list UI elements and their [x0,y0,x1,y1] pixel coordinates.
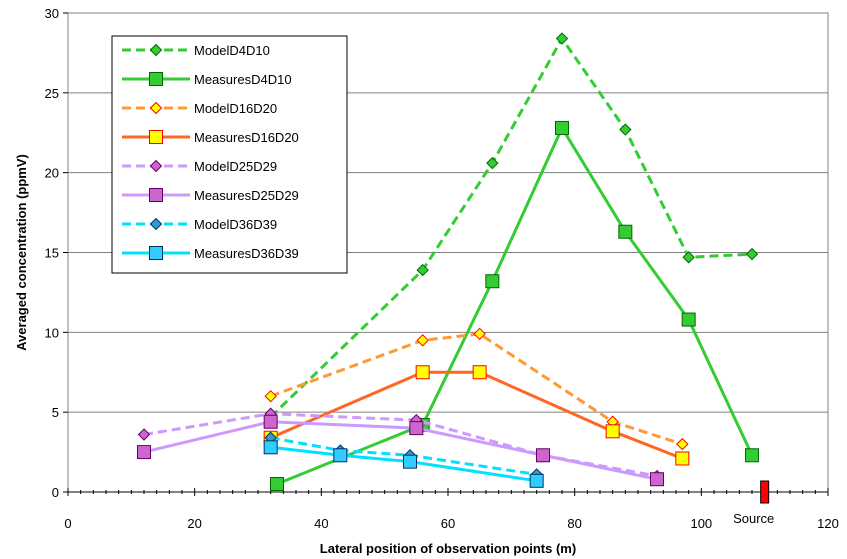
y-axis-title: Averaged concentration (ppmV) [14,154,29,351]
point-ModelD16D20-2 [473,327,486,341]
y-tick-label-15: 15 [45,246,59,261]
point-MeasuresD25D29-2 [409,421,424,436]
series-MeasuresD25D29 [137,414,664,487]
series-MeasuresD36D39 [263,440,544,488]
legend-entry-MeasuresD16D20: MeasuresD16D20 [122,130,299,145]
legend-entry-ModelD36D39: ModelD36D39 [122,217,277,232]
source-marker [760,480,770,504]
point-ModelD16D20-0 [264,389,277,403]
point-ModelD4D10-3 [555,32,569,45]
x-tick-label-20: 20 [187,516,201,531]
x-tick-label-100: 100 [690,516,712,531]
point-MeasuresD25D29-4 [650,472,664,487]
legend-entry-ModelD16D20: ModelD16D20 [122,101,277,116]
x-tick-label-60: 60 [441,516,455,531]
series-line-ModelD36D39 [270,436,537,476]
point-MeasuresD36D39-3 [529,473,544,488]
legend-label-ModelD25D29: ModelD25D29 [194,159,277,174]
legend-label-MeasuresD4D10: MeasuresD4D10 [194,72,292,87]
point-MeasuresD36D39-0 [263,440,278,455]
point-ModelD4D10-2 [486,156,499,170]
point-MeasuresD16D20-2 [472,365,487,380]
y-tick-label-25: 25 [45,86,59,101]
legend-label-ModelD4D10: ModelD4D10 [194,43,270,58]
point-MeasuresD25D29-1 [263,414,278,429]
y-tick-label-0: 0 [52,485,59,500]
point-MeasuresD4D10-5 [681,312,696,327]
legend-label-MeasuresD25D29: MeasuresD25D29 [194,188,299,203]
legend-entry-MeasuresD4D10: MeasuresD4D10 [122,72,292,87]
x-tick-label-120: 120 [817,516,839,531]
point-MeasuresD4D10-6 [745,448,759,463]
point-ModelD16D20-4 [676,437,689,451]
point-MeasuresD16D20-3 [605,424,620,439]
point-ModelD4D10-5 [682,251,695,264]
legend-label-ModelD16D20: ModelD16D20 [194,101,277,116]
legend-marker-MeasuresD36D39 [149,246,163,260]
y-tick-label-30: 30 [45,6,59,21]
y-tick-label-5: 5 [52,405,59,420]
legend-marker-MeasuresD25D29 [149,188,163,202]
legend-label-ModelD36D39: ModelD36D39 [194,217,277,232]
legend-entry-MeasuresD25D29: MeasuresD25D29 [122,188,299,203]
point-MeasuresD4D10-3 [555,120,569,135]
x-tick-label-40: 40 [314,516,328,531]
x-tick-label-80: 80 [567,516,581,531]
point-MeasuresD4D10-0 [270,477,284,492]
x-axis-title: Lateral position of observation points (… [320,541,576,556]
series-line-MeasuresD36D39 [270,445,537,483]
point-MeasuresD4D10-4 [618,224,633,239]
legend-marker-ModelD25D29 [149,159,163,173]
legend-marker-MeasuresD4D10 [149,72,163,86]
legend-marker-ModelD4D10 [149,43,163,57]
point-MeasuresD16D20-4 [675,451,690,466]
series-ModelD16D20 [264,327,689,451]
point-ModelD4D10-4 [619,123,632,136]
legend-label-MeasuresD16D20: MeasuresD16D20 [194,130,299,145]
y-axis: 0 5 10 15 20 25 30 [45,6,68,500]
y-tick-label-20: 20 [45,166,59,181]
legend-marker-ModelD16D20 [149,101,163,115]
point-MeasuresD25D29-0 [137,445,151,460]
source-label: Source [733,511,774,526]
point-ModelD4D10-6 [745,247,759,261]
x-axis: 0 20 40 60 80 100 120 [64,488,839,531]
annotation-layer: Source [733,480,774,526]
legend-entry-ModelD4D10: ModelD4D10 [122,43,270,58]
point-ModelD4D10-1 [416,263,429,277]
legend-label-MeasuresD36D39: MeasuresD36D39 [194,246,299,261]
series-layer [137,32,759,492]
legend: ModelD4D10 MeasuresD4D10 ModelD16D20 Measur… [111,35,348,274]
x-tick-label-0: 0 [64,516,71,531]
series-ModelD4D10 [264,32,759,424]
point-MeasuresD25D29-3 [536,448,550,463]
point-MeasuresD16D20-1 [415,365,430,380]
legend-marker-MeasuresD16D20 [149,130,163,144]
point-ModelD25D29-0 [137,428,151,441]
point-MeasuresD36D39-1 [333,448,348,463]
point-MeasuresD36D39-2 [403,454,417,469]
point-MeasuresD4D10-2 [485,274,500,289]
y-tick-label-10: 10 [45,325,59,340]
legend-entry-MeasuresD36D39: MeasuresD36D39 [122,246,299,261]
legend-marker-ModelD36D39 [149,217,163,231]
legend-entry-ModelD25D29: ModelD25D29 [122,159,277,174]
point-ModelD16D20-1 [416,334,429,347]
